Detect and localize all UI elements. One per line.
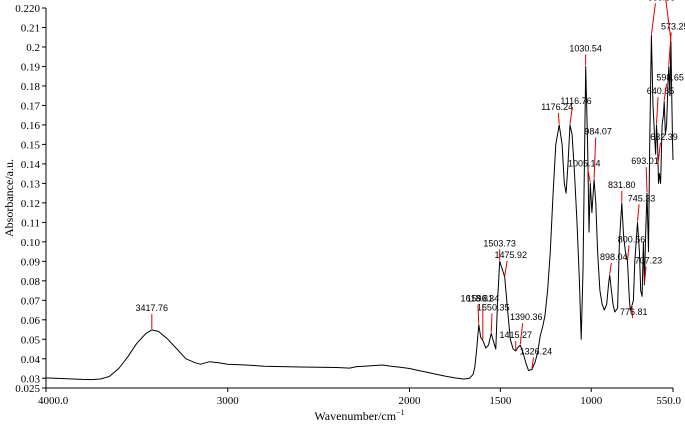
peak-label: 1005.14: [568, 158, 601, 168]
peak-marker: [631, 305, 634, 319]
peak-marker: [519, 323, 524, 345]
x-tick-label: 3000: [217, 395, 240, 407]
y-tick-label: 0.03: [21, 373, 41, 385]
peak-label: 1415.27: [499, 330, 532, 340]
peak-label: 1596.34: [467, 293, 500, 303]
peak-marker: [650, 3, 656, 35]
y-tick-label: 0.14: [21, 159, 41, 171]
peak-label: 707.23: [635, 256, 663, 266]
x-tick-label: 550.0: [656, 395, 681, 407]
y-tick-label: 0.04: [21, 354, 41, 366]
peak-label: 1503.73: [483, 238, 516, 248]
y-tick-label: 0.06: [21, 315, 41, 327]
peak-marker: [665, 0, 672, 41]
peak-marker: [643, 266, 647, 284]
peak-label: 3417.76: [136, 303, 169, 313]
peak-label: 776.81: [620, 307, 648, 317]
y-tick-label: 0.2: [26, 42, 40, 54]
y-tick-label: 0.09: [21, 256, 41, 268]
y-tick-label: 0.07: [21, 295, 41, 307]
y-tick-label: 0.025: [15, 383, 40, 395]
peak-label: 1475.92: [494, 250, 527, 260]
peak-marker: [637, 204, 640, 222]
spectrum-layer: [45, 34, 674, 381]
peak-marker: [657, 142, 661, 164]
peak-label: 1618.81: [460, 294, 493, 304]
peak-label: 745.33: [628, 193, 656, 203]
x-axis-title-text: Wavenumber/cm: [314, 409, 396, 423]
peak-marker: [504, 260, 508, 277]
x-tick-label: 1500: [489, 395, 512, 407]
peak-marker: [663, 83, 668, 101]
peak-label: 668.68: [648, 0, 676, 2]
x-axis-title-superscript: −1: [396, 408, 405, 417]
spectrum-line: [45, 34, 674, 381]
y-tick-label: 0.11: [21, 217, 40, 229]
x-tick-label: 2000: [398, 395, 421, 407]
y-tick-label: 0.13: [21, 178, 41, 190]
x-tick-label: 1000: [580, 395, 603, 407]
y-tick-label: 0.05: [21, 334, 41, 346]
peak-marker: [655, 96, 659, 124]
peak-label: 898.04: [600, 252, 628, 262]
y-tick-label: 0.19: [21, 61, 41, 73]
peak-label: 1176.24: [541, 102, 573, 112]
peak-label: 632.39: [650, 132, 678, 142]
y-tick-label: 0.10: [21, 237, 41, 249]
peak-marker: [626, 245, 630, 261]
y-tick-label: 0.16: [21, 120, 41, 132]
peak-label: 1390.36: [510, 312, 543, 322]
peak-label: 1550.35: [477, 302, 510, 312]
peak-label: 984.07: [584, 126, 612, 136]
peak-label: 573.25: [661, 21, 685, 31]
peak-marker: [490, 313, 493, 333]
y-tick-label: 0.21: [21, 22, 40, 34]
x-tick-label: 4000.0: [38, 395, 69, 407]
peak-label: 1116.76: [560, 96, 591, 106]
y-tick-label: 0.18: [21, 81, 41, 93]
peak-label: 693.01: [631, 156, 659, 166]
peak-marker: [477, 304, 480, 324]
peak-label: 1326.24: [520, 346, 553, 356]
peak-marker: [531, 357, 535, 369]
y-tick-label: 0.08: [21, 276, 41, 288]
peak-marker: [587, 169, 591, 183]
peak-label: 831.80: [608, 180, 636, 190]
peak-label: 800.56: [618, 234, 646, 244]
y-tick-label: 0.15: [21, 139, 41, 151]
peak-marker: [569, 106, 573, 124]
peak-marker: [557, 112, 560, 124]
x-axis-title: Wavenumber/cm−1: [314, 408, 404, 423]
peak-marker: [645, 167, 648, 193]
peak-marker: [609, 262, 612, 275]
peak-label: 640.85: [647, 86, 675, 96]
y-tick-label: 0.17: [21, 100, 41, 112]
peak-label: 1030.54: [569, 43, 602, 53]
peak-label: 598.65: [656, 73, 684, 83]
y-axis-title: Absorbance/a.u.: [2, 159, 16, 237]
peak-marker: [593, 137, 597, 179]
y-tick-label: 0.12: [21, 198, 40, 210]
y-tick-label: 0.220: [15, 3, 40, 15]
